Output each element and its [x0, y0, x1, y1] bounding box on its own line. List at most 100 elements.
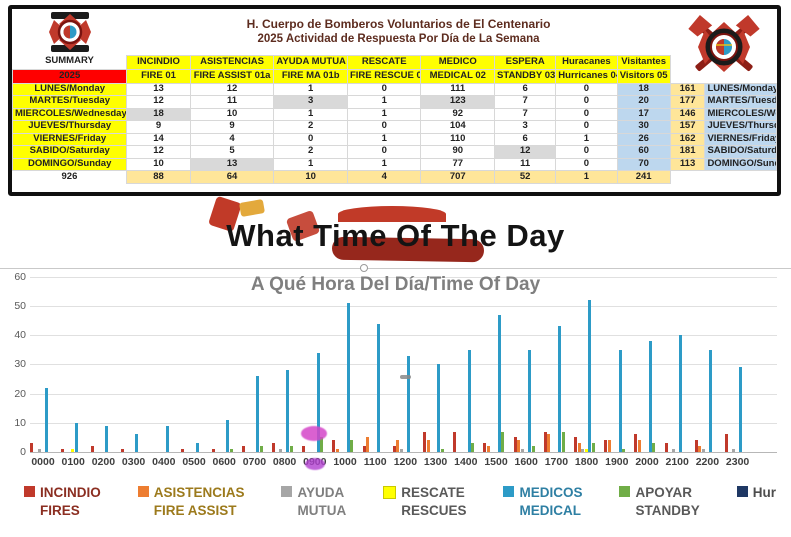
cell-value[interactable]: 70 [616, 157, 671, 171]
bar-1600-s4[interactable] [528, 349, 531, 452]
bar-0300-s0[interactable] [121, 449, 124, 452]
day-label-right[interactable]: VIERNES/Friday [704, 132, 777, 146]
bar-1200-s1[interactable] [396, 440, 400, 452]
column-total[interactable]: 10 [273, 170, 348, 184]
cell-value[interactable]: 0 [273, 132, 348, 146]
cell-value[interactable]: 77 [420, 157, 496, 171]
bar-0000-s0[interactable] [30, 443, 34, 452]
cell-value[interactable]: 12 [126, 145, 191, 159]
bar-1200-s0[interactable] [392, 446, 396, 452]
bar-1800-s2[interactable] [581, 449, 585, 452]
day-label-right[interactable]: DOMINGO/Sunday [704, 157, 777, 171]
column-total[interactable]: 52 [494, 170, 557, 184]
cell-value[interactable]: 10 [126, 157, 191, 171]
cell-value[interactable]: 4 [189, 132, 275, 146]
bar-0200-s4[interactable] [105, 425, 109, 452]
bar-0800-s2[interactable] [279, 449, 283, 452]
bar-1200-s4[interactable] [407, 355, 411, 452]
bar-1600-s5[interactable] [531, 446, 535, 452]
cell-value[interactable]: 60 [616, 145, 671, 159]
cell-value[interactable]: 13 [126, 82, 191, 96]
bar-0500-s0[interactable] [181, 449, 185, 452]
bar-1800-s1[interactable] [577, 443, 581, 452]
cell-value[interactable]: 9 [189, 120, 275, 134]
cell-value[interactable]: 0 [555, 120, 618, 134]
bar-2100-s0[interactable] [664, 443, 668, 452]
cell-value[interactable]: 90 [420, 145, 496, 159]
bar-1000-s0[interactable] [332, 440, 336, 452]
legend-item-apoyar[interactable]: APOYAR STANDBY [619, 484, 700, 520]
bar-1000-s5[interactable] [350, 440, 354, 452]
cell-value[interactable]: 0 [555, 107, 618, 121]
bar-0000-s2[interactable] [37, 449, 41, 452]
cell-value[interactable]: 1 [346, 107, 422, 121]
day-label-right[interactable]: MIERCOLES/Wednesday [704, 107, 777, 121]
bar-2200-s0[interactable] [694, 440, 698, 452]
legend-item-incindio[interactable]: INCINDIO FIRES [24, 484, 101, 520]
cell-value[interactable]: 1 [346, 157, 422, 171]
cell-value[interactable]: 0 [555, 95, 618, 109]
bar-1900-s0[interactable] [604, 440, 608, 452]
year-label[interactable]: 2025 [11, 68, 128, 84]
cell-value[interactable]: 3 [494, 120, 557, 134]
bar-2100-s4[interactable] [679, 335, 682, 452]
day-label[interactable]: MARTES/Tuesday [11, 95, 128, 109]
cell-value[interactable]: 0 [346, 82, 422, 96]
bar-1800-s5[interactable] [592, 443, 595, 452]
bar-2000-s1[interactable] [638, 440, 641, 452]
bar-1100-s4[interactable] [377, 323, 380, 452]
cell-value[interactable]: 18 [616, 82, 671, 96]
cell-value[interactable]: 12 [189, 82, 275, 96]
cell-value[interactable]: 0 [346, 145, 422, 159]
day-total[interactable]: 157 [669, 120, 706, 134]
bar-0900-s5[interactable] [320, 437, 324, 452]
cell-value[interactable]: 30 [616, 120, 671, 134]
bar-0700-s4[interactable] [256, 376, 260, 452]
day-label[interactable]: JUEVES/Thursday [11, 120, 128, 134]
legend-item-ayuda[interactable]: AYUDA MUTUA [281, 484, 346, 520]
bar-1900-s5[interactable] [622, 449, 626, 452]
bar-2000-s5[interactable] [652, 443, 656, 452]
legend-item-rescate[interactable]: RESCATE RESCUES [383, 484, 466, 520]
legend-item-asistencias[interactable]: ASISTENCIAS FIRE ASSIST [137, 484, 245, 520]
column-total[interactable]: 707 [420, 170, 496, 184]
bar-1900-s4[interactable] [618, 349, 622, 452]
bar-1700-s5[interactable] [561, 431, 565, 452]
bar-1600-s2[interactable] [520, 449, 524, 452]
bar-2000-s4[interactable] [648, 341, 652, 452]
bar-1700-s0[interactable] [543, 431, 547, 452]
bar-1300-s4[interactable] [437, 364, 441, 452]
day-label-right[interactable]: MARTES/Tuesday [704, 95, 777, 109]
cell-value[interactable]: 3 [273, 95, 348, 109]
cell-value[interactable]: 18 [126, 107, 191, 121]
day-label-right[interactable]: JUEVES/Thursday [704, 120, 777, 134]
bar-1800-s0[interactable] [574, 437, 577, 452]
cell-value[interactable]: 7 [494, 107, 557, 121]
bar-0900-s4[interactable] [316, 352, 320, 452]
bar-0100-s4[interactable] [75, 422, 78, 452]
day-label[interactable]: LUNES/Monday [11, 82, 128, 96]
bar-2300-s0[interactable] [725, 434, 728, 452]
bar-0700-s0[interactable] [241, 446, 245, 452]
bar-1400-s5[interactable] [471, 443, 475, 452]
bar-1900-s1[interactable] [607, 440, 611, 452]
day-total[interactable]: 181 [669, 145, 706, 159]
bar-1300-s0[interactable] [423, 431, 426, 452]
cell-value[interactable]: 1 [273, 82, 348, 96]
bar-0700-s5[interactable] [259, 446, 263, 452]
day-label-right[interactable]: LUNES/Monday [704, 82, 777, 96]
bar-0400-s4[interactable] [165, 425, 169, 452]
bar-0100-s3[interactable] [71, 449, 75, 452]
column-total[interactable]: 4 [346, 170, 422, 184]
cell-value[interactable]: 13 [189, 157, 275, 171]
column-total[interactable]: 1 [555, 170, 618, 184]
day-total[interactable]: 162 [669, 132, 706, 146]
bar-0600-s5[interactable] [229, 449, 233, 452]
bar-0800-s4[interactable] [286, 370, 290, 452]
cell-value[interactable]: 104 [420, 120, 496, 134]
cell-value[interactable]: 6 [494, 132, 557, 146]
cell-value[interactable]: 0 [555, 157, 618, 171]
cell-value[interactable]: 2 [273, 145, 348, 159]
chart-selection-handle[interactable] [360, 264, 368, 272]
bar-0600-s0[interactable] [211, 449, 215, 452]
